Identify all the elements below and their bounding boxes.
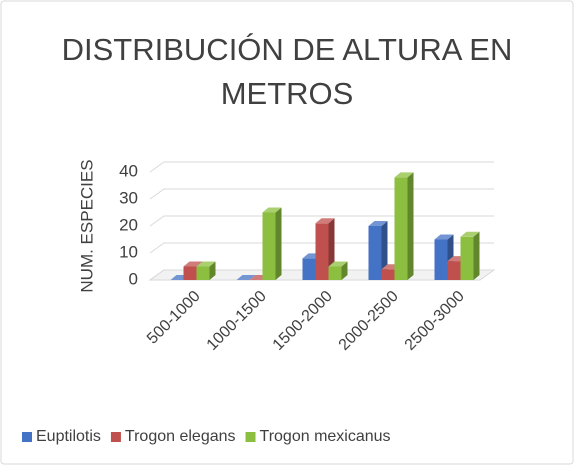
y-tick-label: 20 (119, 215, 138, 234)
bar-top (183, 261, 203, 267)
chart-title: DISTRIBUCIÓN DE ALTURA EN METROS (61, 32, 513, 111)
bar-side (275, 207, 282, 280)
bar-side (209, 261, 216, 280)
bar-side (407, 172, 414, 280)
grid-line (149, 161, 494, 173)
bar (381, 269, 395, 280)
bar-top (328, 261, 348, 267)
bar-top (236, 275, 256, 280)
legend-label: Trogon mexicanus (260, 428, 391, 445)
y-tick-label: 30 (119, 188, 138, 207)
bar-top (434, 234, 454, 240)
grid-line (149, 188, 494, 200)
bar (262, 212, 276, 280)
bar-top (368, 221, 388, 226)
bar (315, 223, 329, 280)
bar-side (473, 231, 480, 280)
legend-label: Euptilotis (36, 428, 101, 445)
y-tick-label: 40 (119, 161, 138, 180)
legend-label: Trogon elegans (125, 428, 236, 445)
bar-top (196, 261, 216, 267)
bar-top (394, 172, 414, 178)
legend-swatch (22, 432, 32, 442)
bar (447, 261, 461, 280)
bar (183, 266, 197, 280)
bar (394, 177, 408, 280)
bar-top (315, 218, 335, 224)
y-tick-label: 0 (129, 269, 138, 288)
bar-side (381, 221, 388, 280)
bar-side (341, 261, 348, 280)
bar (302, 258, 316, 280)
legend-swatch (110, 432, 121, 442)
bar (434, 239, 448, 280)
y-axis-label: NUM. ESPECIES (77, 159, 96, 292)
bar (328, 266, 342, 280)
y-tick-label: 10 (119, 242, 138, 261)
grid-line (149, 215, 494, 227)
bar (196, 266, 210, 280)
bar (368, 226, 382, 280)
bar (460, 236, 474, 280)
bar-top (262, 207, 282, 213)
legend-swatch (245, 432, 256, 442)
bar-top (460, 231, 480, 237)
